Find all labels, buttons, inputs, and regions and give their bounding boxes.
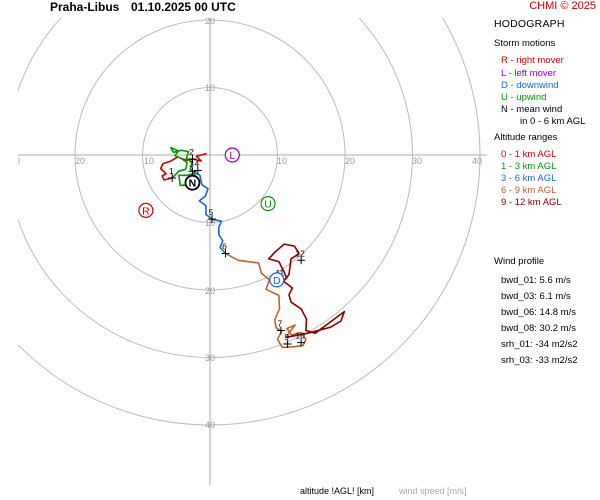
storm-motion-marker [138,202,154,218]
altitude-ranges-title: Altitude ranges [494,131,558,143]
altitude-marker [221,249,230,258]
storm-motion-item: in 0 - 6 km AGL [520,116,586,128]
wind-profile-item: bwd_06: 14.8 m/s [501,306,576,318]
storm-motion-marker [260,196,276,212]
spacer [494,210,598,256]
storm-motion-markers: R L D U N [138,147,285,288]
station-name: Praha-Libus [50,0,120,14]
axis-tick-label: 20 [205,286,215,296]
altitude-marker [188,155,197,164]
altitude-marker-label: 5 [209,207,214,217]
altitude-marker [168,173,177,182]
altitude-marker-label: 6 [222,242,227,252]
storm-motion-label: L [229,150,235,162]
storm-motion-item: N - mean wind [501,104,563,116]
wind-profile-item: bwd_01: 5.6 m/s [501,274,571,286]
storm-motion-item: D - downwind [501,79,559,91]
axis-tick-label: 40 [205,420,215,430]
altitude-marker [188,167,197,176]
storm-motion-label: N [189,178,197,190]
altitude-marker-label: 12 [295,248,305,258]
altitude-marker [283,340,292,348]
altitude-range-item: 6 - 9 km AGL [501,185,557,197]
storm-motion-marker [269,272,285,288]
storm-motion-marker [184,174,201,191]
wind-speed-unit-label: wind speed [m/s] [399,486,467,496]
spacer [494,30,598,38]
altitude-marker-label: 7 [278,319,283,329]
copyright: CHMI © 2025 [529,0,596,12]
wind-profile-item: bwd_08: 30.2 m/s [501,322,576,334]
altitude-marker [276,326,285,335]
hodograph-traces [159,146,346,349]
altitude-marker-label: 9 [284,332,289,342]
axis-tick-label: 30 [205,353,215,363]
hodograph-trace [267,243,346,339]
altitude-marker-label: 2 [189,147,194,157]
legend-panel: HODOGRAPH Storm motions R - right mover … [494,18,598,369]
axis-tick-labels: 0 10 20 40 10 20 30 10 20 10 20 30 40 [15,16,482,430]
altitude-unit-label: altitude !AGL! [km] [300,486,375,496]
storm-motion-marker [224,147,240,163]
storm-motions-title: Storm motions [494,38,556,50]
altitude-marker [297,338,306,347]
storm-motion-label: U [264,199,272,211]
speed-rings [18,18,481,426]
altitude-marker-label: 3 [189,159,194,169]
storm-motion-item: R - right mover [501,55,564,67]
plot-axes [18,18,487,485]
altitude-range-item: 0 - 1 km AGL [501,148,557,160]
altitude-range-item: 9 - 12 km AGL [501,197,562,209]
storm-motion-label: R [142,205,150,217]
panel-title: HODOGRAPH [494,18,565,30]
storm-motion-item: U - upwind [501,91,547,103]
axis-tick-label: 10 [144,156,154,166]
axis-tick-label: 10 [277,156,287,166]
axis-tick-label: 10 [205,218,215,228]
altitude-marker-label: 10 [295,331,305,341]
axis-tick-label: 20 [345,156,355,166]
axis-tick-label: 20 [205,16,215,26]
wind-profile-item: srh_03: -33 m2/s2 [501,354,578,366]
axis-tick-label: 10 [205,83,215,93]
altitude-marker-label: 4 [194,159,199,169]
hodograph-trace [159,152,207,181]
altitude-marker [193,166,202,175]
altitude-range-item: 3 - 6 km AGL [501,173,557,185]
hodograph-trace [192,170,227,255]
altitude-marker [208,215,217,224]
wind-profile-item: bwd_03: 6.1 m/s [501,290,571,302]
altitude-marker-label: 1 [169,166,174,176]
storm-motion-item: L - left mover [501,67,557,79]
storm-motion-label: D [273,275,281,287]
wind-profile-title: Wind profile [494,255,545,267]
axis-tick-label: 40 [472,156,482,166]
axis-tick-label: 20 [75,156,85,166]
speed-ring [18,18,481,426]
axis-tick-label: 0 [15,156,20,166]
altitude-range-item: 1 - 3 km AGL [501,160,557,172]
axis-tick-label: 30 [412,156,422,166]
altitude-marker [297,256,306,265]
hodograph-trace [225,252,307,349]
altitude-marker-label: 11 [275,268,284,278]
hodograph-trace [170,146,196,187]
forecast-time: 01.10.2025 00 UTC [131,0,236,14]
wind-profile-item: srh_01: -34 m2/s2 [501,338,578,350]
